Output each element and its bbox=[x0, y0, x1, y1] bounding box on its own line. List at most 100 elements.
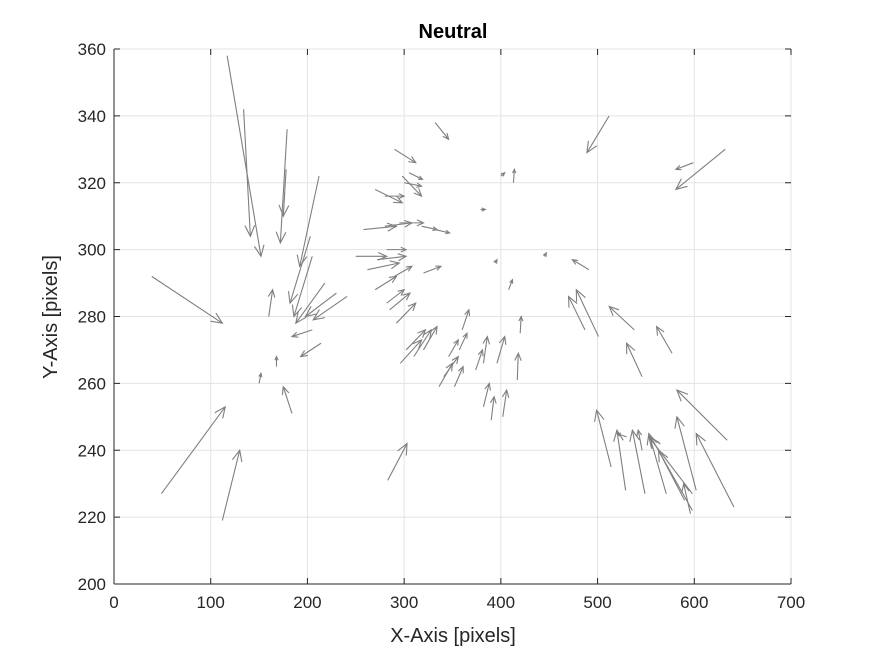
vector-arrow bbox=[389, 292, 411, 311]
vector-arrow bbox=[512, 168, 517, 183]
vector-arrow bbox=[496, 335, 507, 364]
vector-arrow bbox=[650, 435, 693, 511]
vector-arrow bbox=[384, 193, 406, 199]
vector-arrow bbox=[295, 282, 326, 325]
vector-arrow bbox=[508, 278, 514, 290]
vector-arrow bbox=[514, 351, 522, 381]
vector-arrow bbox=[482, 382, 492, 407]
y-tick-label: 280 bbox=[78, 308, 106, 327]
vector-arrow bbox=[500, 171, 506, 177]
x-tick-label: 100 bbox=[197, 593, 225, 612]
vector-arrow bbox=[453, 365, 464, 387]
vector-arrow bbox=[299, 342, 322, 358]
chart-title: Neutral bbox=[419, 21, 488, 43]
vector-arrow bbox=[434, 229, 451, 235]
vector-arrow bbox=[482, 335, 491, 364]
vector-arrow bbox=[423, 265, 443, 274]
vector-arrow bbox=[518, 315, 524, 334]
y-tick-label: 360 bbox=[78, 40, 106, 59]
vector-arrow bbox=[386, 288, 406, 304]
vector-arrow bbox=[387, 442, 408, 481]
vector-arrow bbox=[434, 122, 450, 141]
vector-arrow bbox=[374, 275, 398, 291]
vector-arrow bbox=[160, 405, 227, 495]
x-axis-label: X-Axis [pixels] bbox=[390, 625, 516, 647]
vector-arrow bbox=[613, 428, 627, 491]
vector-arrow bbox=[542, 251, 547, 258]
x-tick-label: 400 bbox=[487, 593, 515, 612]
vector-arrow bbox=[296, 175, 320, 268]
vector-arrow bbox=[567, 295, 586, 331]
y-tick-label: 200 bbox=[78, 575, 106, 594]
vector-arrow bbox=[386, 246, 408, 253]
vector-arrow bbox=[695, 432, 735, 508]
vector-arrow bbox=[501, 388, 510, 417]
vector-arrow bbox=[281, 385, 293, 414]
vector-arrow bbox=[151, 275, 224, 324]
vector-arrow bbox=[413, 328, 432, 357]
y-tick-label: 320 bbox=[78, 174, 106, 193]
vector-arrow bbox=[363, 222, 398, 232]
vector-arrow bbox=[408, 172, 424, 181]
tick-labels: 0 100 200 300 400 500 600 700 200 220 240 260 280 300… bbox=[78, 40, 806, 612]
vector-arrow bbox=[480, 207, 487, 212]
vector-arrow bbox=[493, 258, 498, 264]
x-tick-label: 300 bbox=[390, 593, 418, 612]
vector-arrow bbox=[448, 338, 459, 357]
vector-arrow bbox=[655, 325, 673, 354]
vector-arrow bbox=[399, 338, 423, 364]
grid bbox=[113, 48, 792, 585]
vector-arrow bbox=[312, 295, 348, 321]
vector-arrow bbox=[458, 331, 468, 351]
vector-arrow bbox=[674, 148, 726, 191]
vector-arrow bbox=[290, 329, 313, 338]
y-tick-label: 300 bbox=[78, 241, 106, 260]
vector-arrow bbox=[376, 253, 408, 262]
vector-arrow bbox=[629, 428, 646, 494]
y-tick-label: 240 bbox=[78, 441, 106, 460]
vector-field bbox=[151, 55, 735, 521]
vector-arrow bbox=[575, 288, 600, 337]
vector-arrow bbox=[586, 115, 610, 154]
vector-arrow bbox=[608, 305, 635, 331]
vector-arrow bbox=[396, 302, 417, 324]
vector-arrow bbox=[404, 182, 423, 188]
vector-arrow bbox=[394, 148, 417, 164]
vector-arrow bbox=[287, 236, 311, 305]
vector-arrow bbox=[291, 256, 313, 318]
vector-arrow bbox=[401, 175, 423, 198]
vector-arrow bbox=[258, 372, 263, 384]
vector-arrow bbox=[571, 258, 590, 271]
vector-arrow bbox=[221, 448, 243, 521]
x-tick-label: 200 bbox=[293, 593, 321, 612]
vector-arrow bbox=[367, 260, 401, 271]
vector-arrow bbox=[594, 408, 612, 468]
vector-arrow bbox=[475, 348, 484, 371]
vector-arrow bbox=[461, 308, 471, 331]
vector-arrow bbox=[304, 292, 337, 318]
vector-arrow bbox=[615, 432, 627, 438]
vector-arrow bbox=[674, 162, 694, 171]
vector-arrow bbox=[278, 169, 290, 218]
vector-arrow bbox=[675, 389, 728, 441]
vector-arrow bbox=[626, 342, 643, 377]
x-tick-label: 500 bbox=[583, 593, 611, 612]
vector-arrow bbox=[681, 482, 691, 514]
vector-arrow bbox=[243, 109, 256, 238]
vector-arrow bbox=[399, 219, 425, 227]
y-tick-label: 340 bbox=[78, 107, 106, 126]
vector-arrow bbox=[226, 55, 265, 258]
vector-arrow bbox=[394, 265, 414, 277]
vector-arrow bbox=[636, 428, 643, 451]
axes bbox=[113, 48, 792, 585]
y-tick-label: 220 bbox=[78, 508, 106, 527]
y-axis-label: Y-Axis [pixels] bbox=[40, 255, 62, 379]
x-tick-label: 600 bbox=[680, 593, 708, 612]
x-tick-label: 0 bbox=[109, 593, 118, 612]
vector-arrow bbox=[267, 288, 276, 317]
vector-arrow bbox=[423, 325, 438, 351]
vector-arrow bbox=[274, 355, 279, 367]
vector-arrow bbox=[674, 415, 697, 491]
